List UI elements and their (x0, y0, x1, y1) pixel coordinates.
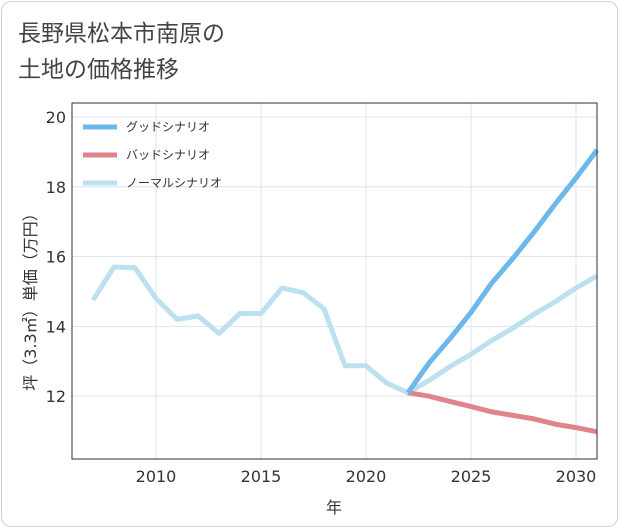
x-axis-title: 年 (326, 498, 342, 517)
plot-frame (71, 102, 598, 460)
x-tick-label-2015: 2015 (241, 467, 282, 486)
legend-label-2: ノーマルシナリオ (126, 176, 222, 190)
y-tick-label-12: 12 (46, 387, 66, 406)
title-line-1: 長野県松本市南原の (18, 21, 225, 47)
chart-title: 長野県松本市南原の 土地の価格推移 (18, 16, 225, 88)
legend-label-0: グッドシナリオ (126, 120, 210, 134)
x-tick-label-2030: 2030 (556, 467, 597, 486)
x-tick-label-2025: 2025 (451, 467, 492, 486)
x-tick-label-2010: 2010 (136, 467, 177, 486)
y-tick-label-18: 18 (46, 178, 66, 197)
x-tick-label-2020: 2020 (346, 467, 387, 486)
tick-labels: 2010 2015 2020 2025 2030 12 14 16 18 20 (46, 108, 597, 486)
y-tick-label-14: 14 (46, 317, 66, 336)
series-lines (90, 148, 599, 435)
title-line-2: 土地の価格推移 (18, 57, 179, 83)
series-line-0 (405, 148, 599, 395)
series-line-2 (90, 264, 599, 396)
legend-label-1: バッドシナリオ (126, 148, 210, 162)
y-axis-title: 坪（3.3㎡）単価（万円） (21, 205, 40, 390)
grid (72, 103, 597, 459)
y-tick-label-20: 20 (46, 108, 66, 127)
series-line-1 (407, 390, 598, 435)
y-tick-label-16: 16 (46, 248, 66, 267)
